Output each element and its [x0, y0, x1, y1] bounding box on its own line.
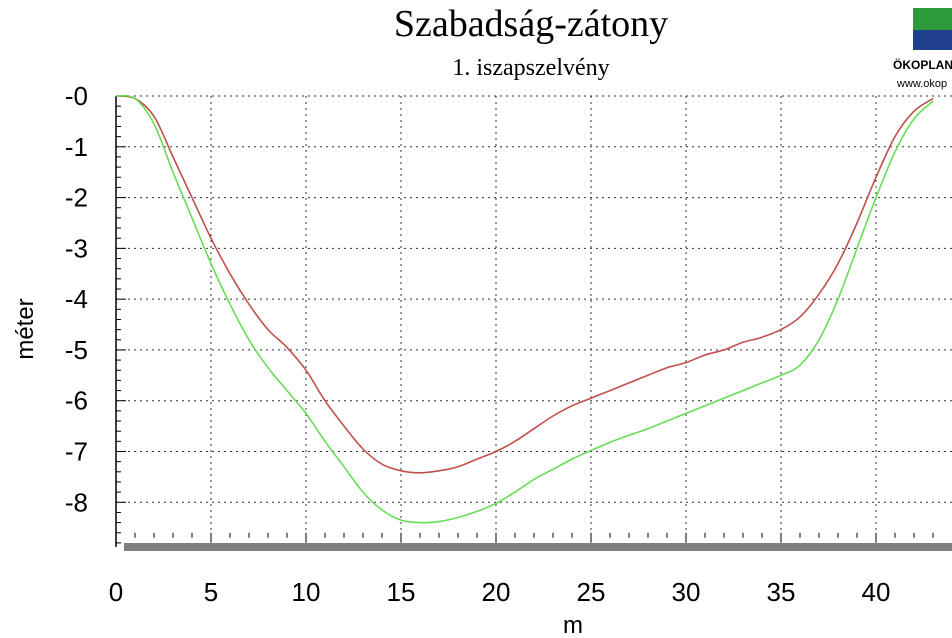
y-tick-label: -4 — [65, 284, 88, 314]
logo-url: www.okop — [896, 78, 947, 90]
x-tick-label: 5 — [204, 577, 218, 607]
logo-name: ÖKOPLAN — [893, 57, 952, 72]
x-tick-label: 0 — [109, 577, 123, 607]
x-axis-label: m — [563, 612, 583, 638]
series-line-red — [115, 95, 934, 474]
series-group — [115, 94, 934, 524]
x-tick-label: 25 — [577, 577, 606, 607]
y-tick-label: -8 — [65, 487, 88, 517]
chart-title: Szabadság-zátony — [394, 3, 668, 45]
x-tick-label: 15 — [387, 577, 416, 607]
x-tick-label: 35 — [767, 577, 796, 607]
baseline-bar — [124, 543, 952, 551]
x-tick-label: 30 — [672, 577, 701, 607]
x-tick-labels: 0 5 10 15 20 25 30 35 40 — [109, 577, 891, 607]
x-tick-label: 10 — [292, 577, 321, 607]
axes — [115, 95, 952, 551]
chart-subtitle: 1. iszapszelvény — [452, 55, 609, 81]
y-tick-label: -7 — [65, 437, 88, 467]
y-tick-label: -0 — [65, 81, 88, 111]
logo-blue-block — [913, 30, 952, 50]
x-tick-label: 20 — [482, 577, 511, 607]
y-tick-label: -3 — [65, 233, 88, 263]
y-tick-label: -5 — [65, 335, 88, 365]
series-line-green — [115, 94, 934, 524]
grid — [116, 95, 952, 533]
okoplan-logo: ÖKOPLAN www.okop — [893, 8, 952, 90]
y-tick-label: -2 — [65, 183, 88, 213]
logo-green-block — [913, 8, 952, 30]
y-tick-label: -6 — [65, 386, 88, 416]
y-axis-label: méter — [12, 298, 39, 359]
y-tick-labels: -0 -1 -2 -3 -4 -5 -6 -7 -8 — [65, 81, 88, 517]
x-tick-label: 40 — [862, 577, 891, 607]
y-tick-label: -1 — [65, 132, 88, 162]
